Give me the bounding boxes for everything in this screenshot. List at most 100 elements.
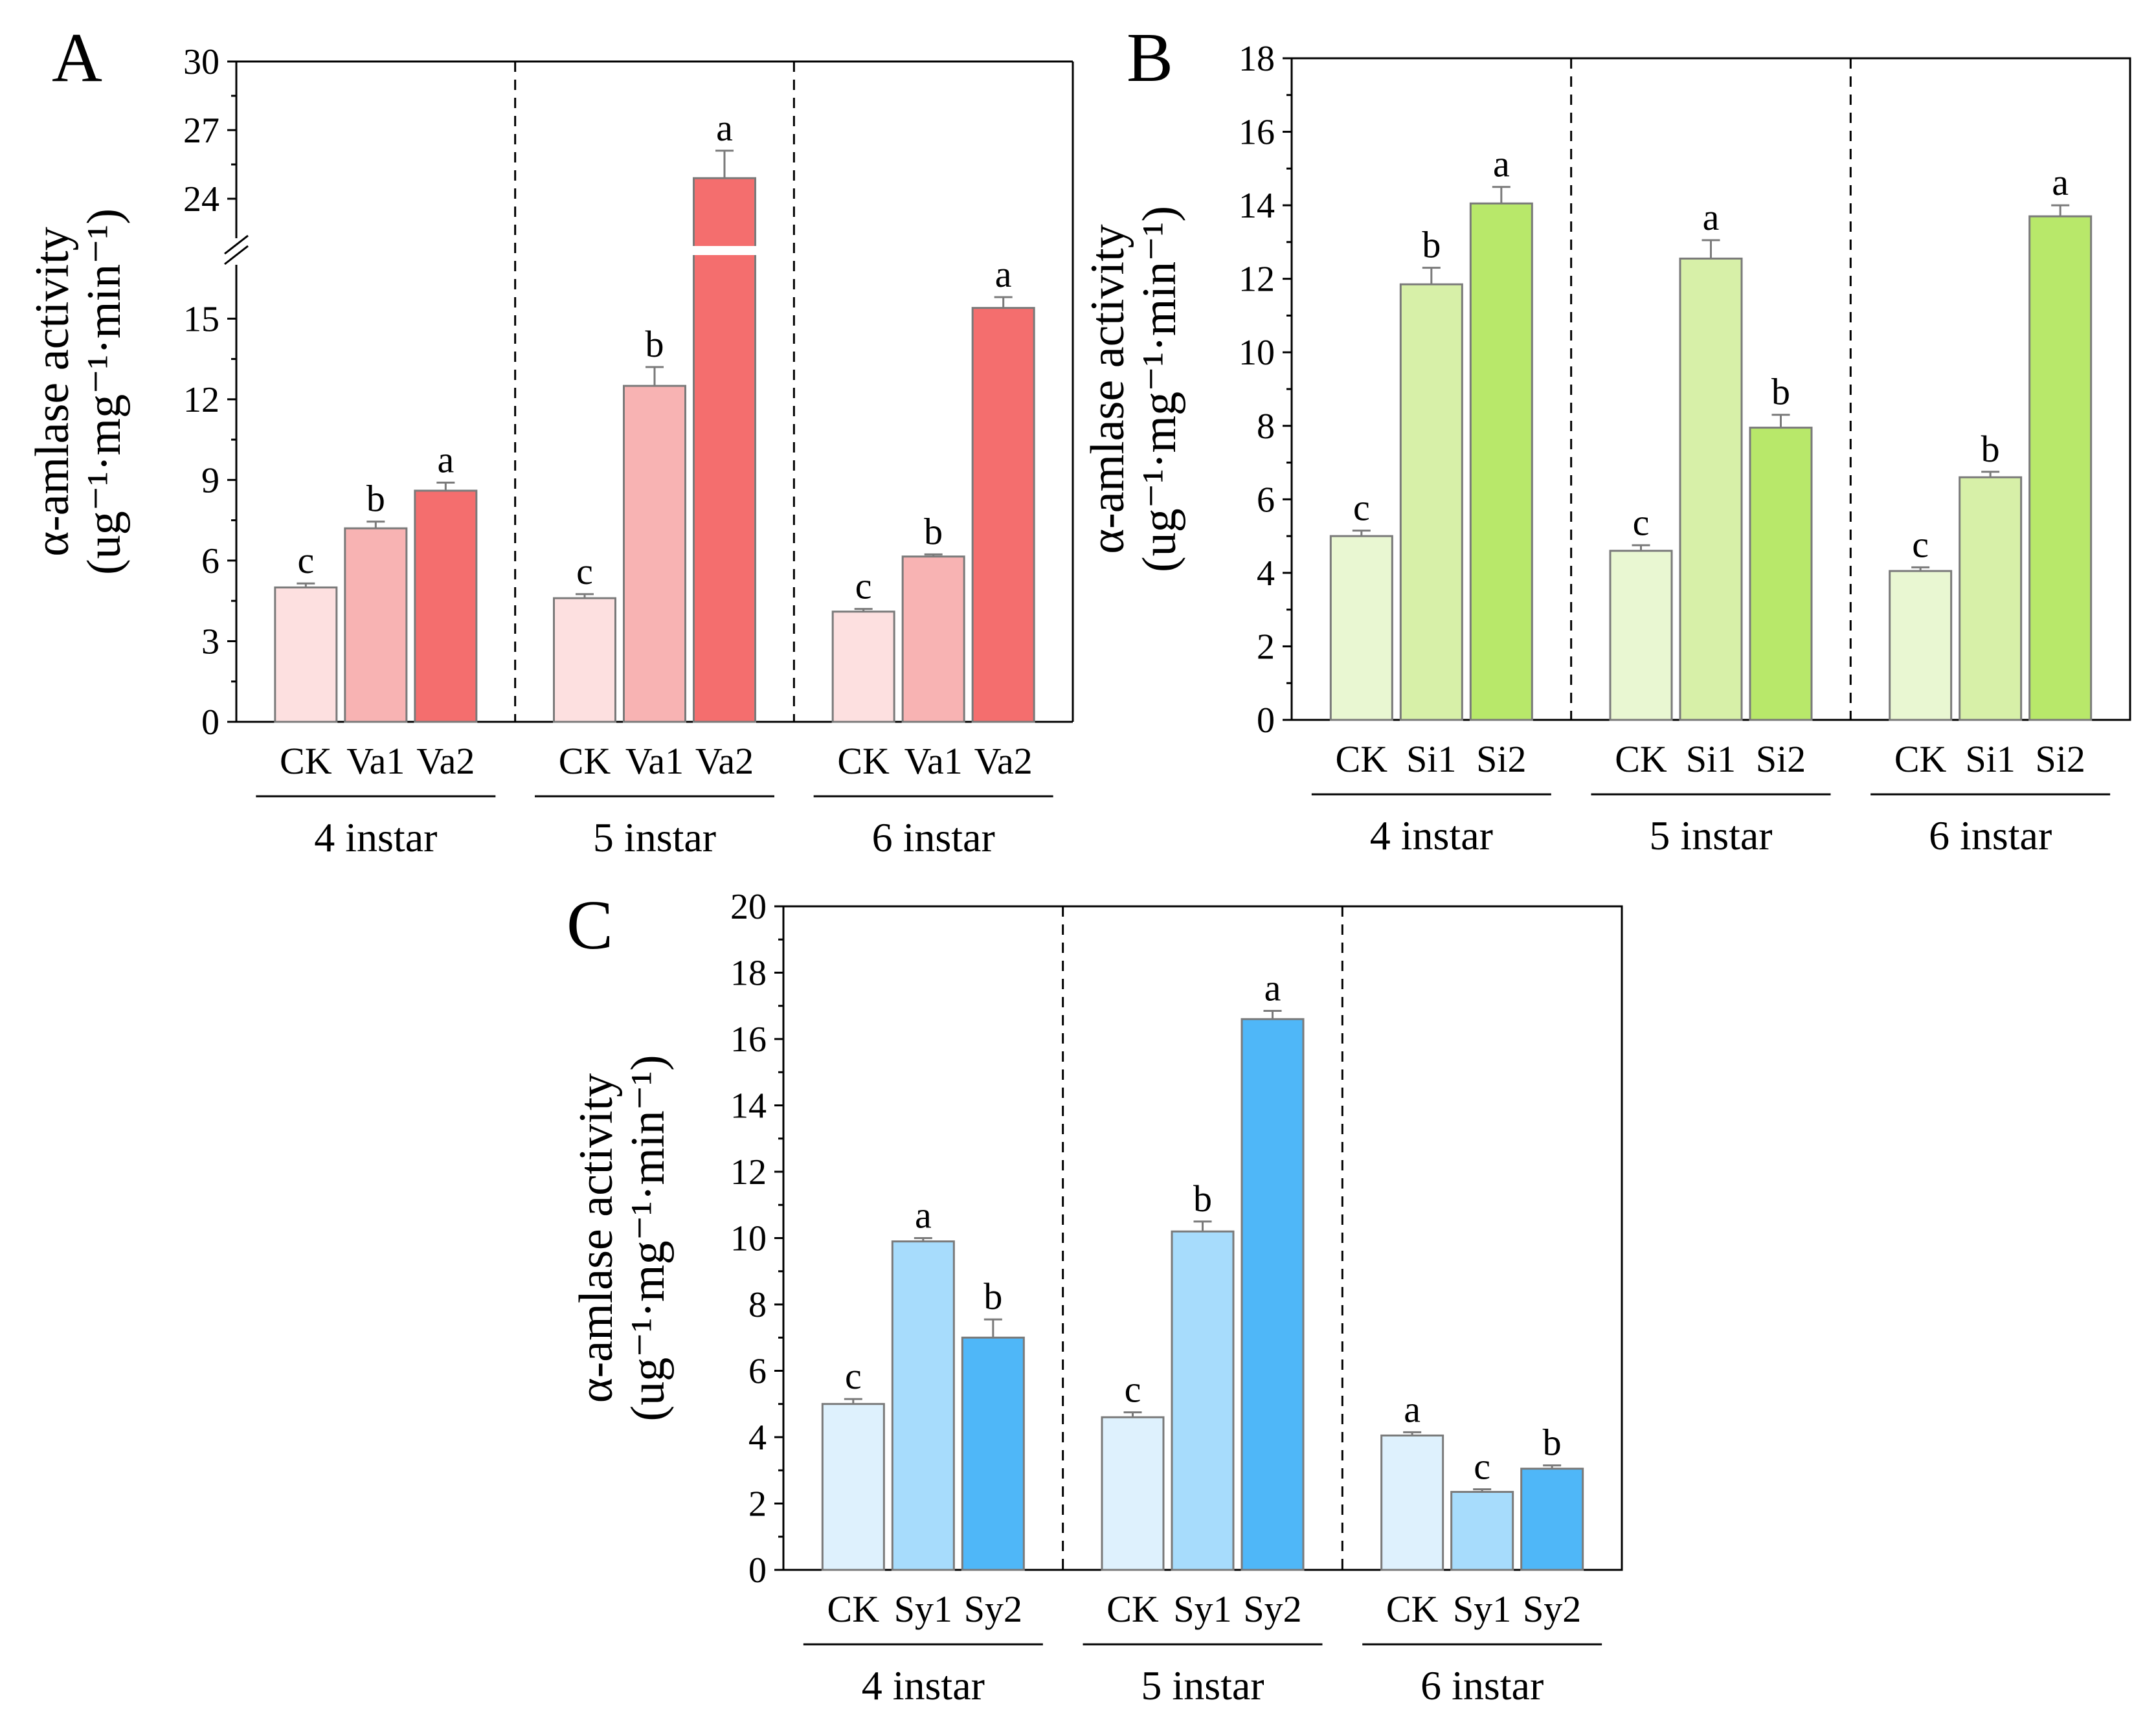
y-tick-label: 12 <box>1239 260 1275 300</box>
significance-label: a <box>1404 1388 1420 1430</box>
y-axis-label: α-amlase activity <box>570 1073 623 1403</box>
y-tick-label: 8 <box>748 1285 767 1325</box>
panel-letter: C <box>567 887 613 964</box>
bar-5-instar-Va1 <box>623 385 686 723</box>
y-tick-label: 0 <box>201 702 219 743</box>
x-category-label: Si2 <box>1476 738 1526 780</box>
y-tick-label: 0 <box>1257 700 1275 741</box>
x-category-label: Si1 <box>1406 738 1456 780</box>
bar-5-instar-CK <box>1101 1416 1165 1571</box>
x-category-label: Si2 <box>2035 738 2085 780</box>
bar-6-instar-CK <box>1889 570 1953 721</box>
axis-break-mark <box>224 234 249 255</box>
y-axis-unit: (ug⁻¹·mg⁻¹·min⁻¹) <box>622 1055 675 1422</box>
x-category-label: CK <box>280 740 332 782</box>
y-tick-label: 16 <box>1239 113 1275 153</box>
x-group-label: 6 instar <box>1929 812 2052 858</box>
y-tick-label: 27 <box>183 111 219 151</box>
significance-label: a <box>995 253 1012 295</box>
significance-label: a <box>716 107 733 149</box>
y-tick-label: 12 <box>730 1152 767 1192</box>
panel-letter: B <box>1127 19 1173 96</box>
x-category-label: CK <box>1386 1588 1439 1630</box>
x-group-label: 5 instar <box>1649 812 1772 858</box>
x-category-label: Va1 <box>904 740 963 782</box>
y-tick-label: 4 <box>748 1418 767 1458</box>
significance-label: b <box>983 1275 1002 1317</box>
significance-label: b <box>366 478 385 520</box>
bar-6-instar-Sy2 <box>1520 1468 1584 1571</box>
bar-5-instar-Sy1 <box>1171 1230 1235 1571</box>
x-category-label: Sy2 <box>1523 1588 1581 1630</box>
y-tick-label: 8 <box>1257 407 1275 447</box>
x-group-label: 4 instar <box>862 1662 985 1708</box>
bar-6-instar-Sy1 <box>1450 1491 1514 1571</box>
bar-4-instar-CK <box>274 586 338 723</box>
significance-label: a <box>1264 967 1281 1009</box>
bar-4-instar-CK <box>821 1403 885 1571</box>
bar-4-instar-Va1 <box>344 527 408 723</box>
bar-4-instar-Sy2 <box>961 1336 1025 1571</box>
bar-5-instar-CK <box>553 597 616 723</box>
x-category-label: CK <box>1615 738 1667 780</box>
significance-label: b <box>1543 1422 1562 1464</box>
bar-6-instar-Si2 <box>2028 215 2093 721</box>
x-category-label: Si2 <box>1756 738 1806 780</box>
y-tick-label: 2 <box>1257 627 1275 667</box>
y-tick-label: 16 <box>730 1020 767 1060</box>
y-axis-label: α-amlase activity <box>1081 224 1134 554</box>
significance-label: b <box>1193 1178 1212 1220</box>
bar-5-instar-Sy2 <box>1241 1018 1305 1571</box>
x-category-label: Va2 <box>974 740 1033 782</box>
y-tick-label: 20 <box>730 887 767 927</box>
bar-5-instar-Si2 <box>1749 427 1813 721</box>
y-tick-label: 2 <box>748 1484 767 1525</box>
bar-4-instar-Si2 <box>1469 202 1533 721</box>
x-group-label: 5 instar <box>593 814 716 860</box>
panel-a: Aα-amlase activity(ug⁻¹·mg⁻¹·min⁻¹) 0 3 6 9 1… <box>26 19 1074 860</box>
bar-6-instar-Si1 <box>1959 476 2023 721</box>
x-category-label: Sy2 <box>964 1588 1022 1630</box>
significance-label: c <box>1633 501 1650 543</box>
x-group-label: 6 instar <box>872 814 995 860</box>
panel-letter: A <box>52 19 102 96</box>
y-tick-label: 14 <box>730 1086 767 1126</box>
x-category-label: CK <box>837 740 890 782</box>
significance-label: c <box>1912 523 1929 565</box>
significance-label: b <box>1981 428 2000 470</box>
significance-label: c <box>297 539 314 581</box>
x-group-label: 4 instar <box>1370 812 1493 858</box>
x-category-label: Va2 <box>695 740 754 782</box>
bar-4-instar-Si1 <box>1399 283 1463 721</box>
significance-label: a <box>437 439 454 481</box>
significance-label: b <box>1422 224 1441 266</box>
y-tick-label: 6 <box>201 541 219 581</box>
significance-label: a <box>915 1194 932 1236</box>
axis-break-mark <box>224 245 249 265</box>
significance-label: b <box>1771 371 1790 413</box>
bar-6-instar-Va2 <box>971 307 1035 723</box>
bar-4-instar-CK <box>1329 535 1393 721</box>
x-category-label: Va1 <box>346 740 405 782</box>
significance-label: c <box>1353 487 1370 529</box>
significance-label: a <box>2052 161 2069 203</box>
x-group-label: 4 instar <box>314 814 437 860</box>
x-category-label: Sy1 <box>894 1588 952 1630</box>
bar-6-instar-Va1 <box>901 555 965 723</box>
y-tick-label: 24 <box>183 179 219 219</box>
x-group-label: 6 instar <box>1420 1662 1544 1708</box>
significance-label: c <box>855 565 872 607</box>
x-category-label: Si1 <box>1686 738 1736 780</box>
significance-label: b <box>646 323 664 365</box>
y-tick-label: 14 <box>1239 186 1275 226</box>
y-tick-label: 12 <box>183 380 219 420</box>
y-tick-label: 18 <box>730 954 767 994</box>
x-category-label: Sy1 <box>1173 1588 1231 1630</box>
x-category-label: Sy1 <box>1453 1588 1511 1630</box>
x-category-label: Va2 <box>416 740 475 782</box>
y-tick-label: 10 <box>730 1219 767 1259</box>
panel-c: Cα-amlase activity(ug⁻¹·mg⁻¹·min⁻¹) 0 2 4 6 8… <box>567 887 1623 1708</box>
x-category-label: CK <box>1106 1588 1159 1630</box>
x-category-label: CK <box>1894 738 1947 780</box>
